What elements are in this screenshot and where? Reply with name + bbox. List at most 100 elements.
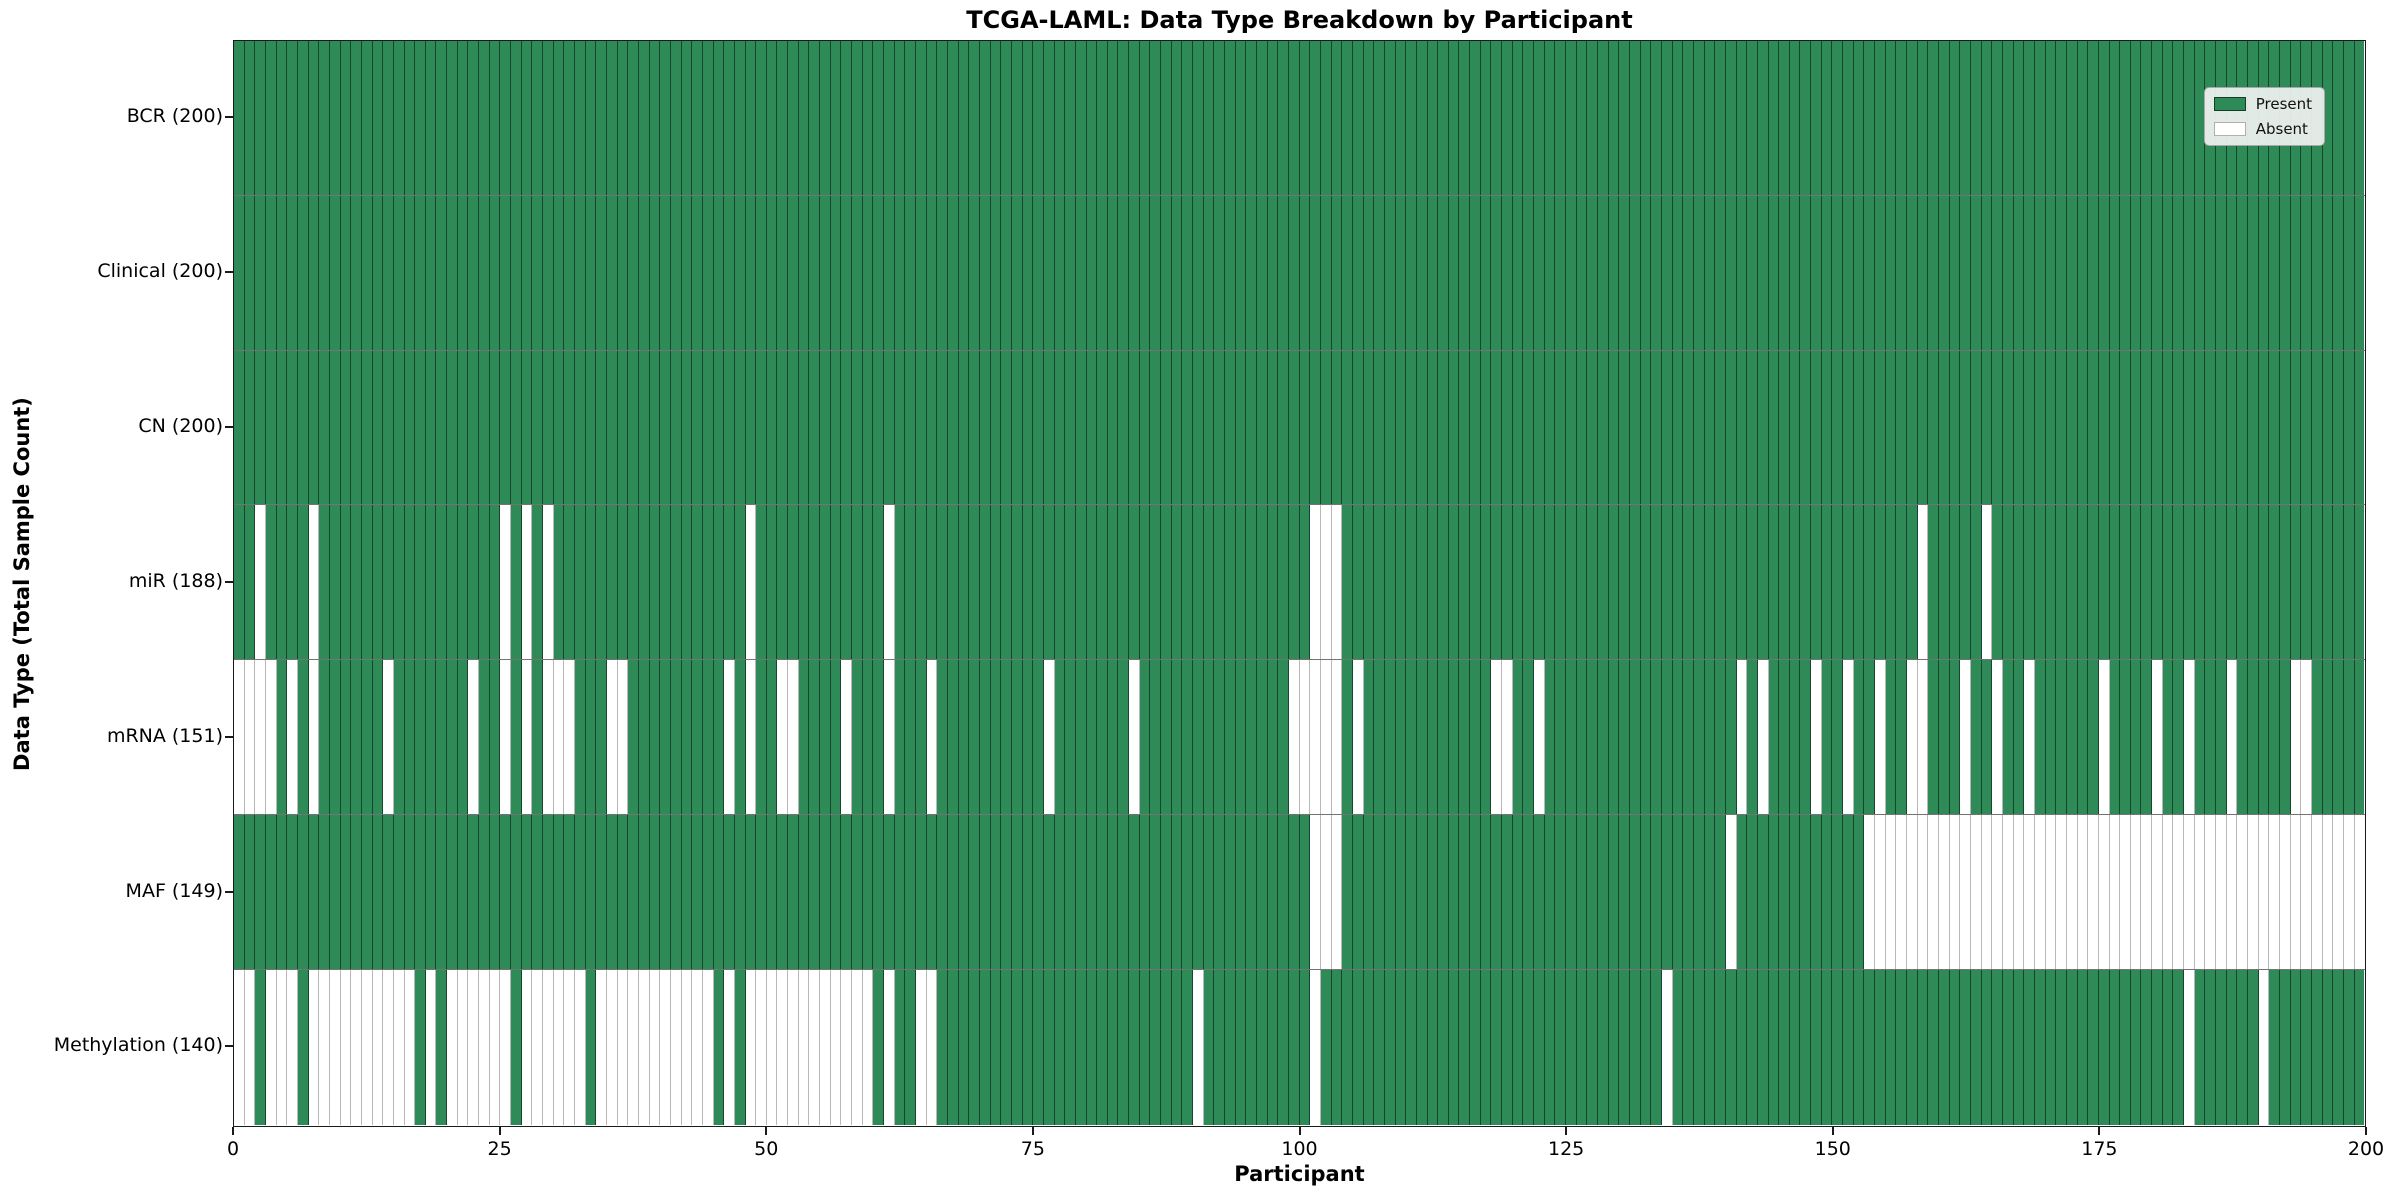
heatmap-cell — [2184, 41, 2195, 195]
heatmap-cell — [1928, 195, 1939, 350]
heatmap-cell — [1342, 350, 1353, 505]
heatmap-cell — [926, 41, 938, 195]
heatmap-cell — [958, 815, 970, 969]
heatmap-cell — [1459, 815, 1471, 969]
heatmap-cell — [372, 195, 384, 350]
heatmap-cell — [1267, 505, 1279, 660]
heatmap-cell — [1789, 41, 1801, 195]
heatmap-cell — [1832, 815, 1844, 969]
heatmap-cell — [2141, 41, 2153, 195]
heatmap-cell — [937, 505, 948, 660]
heatmap-cell — [628, 505, 639, 660]
heatmap-cell — [1640, 815, 1652, 969]
heatmap-cell — [990, 195, 1002, 350]
heatmap-cell — [852, 41, 863, 195]
heatmap-cell — [1864, 660, 1876, 815]
heatmap-cell — [1011, 505, 1023, 660]
heatmap-cell — [436, 969, 448, 1125]
heatmap-cell — [1853, 660, 1865, 815]
heatmap-cell — [2343, 969, 2355, 1125]
chart-title: TCGA-LAML: Data Type Breakdown by Partic… — [966, 6, 1633, 34]
heatmap-cell — [1448, 350, 1460, 505]
heatmap-cell — [2311, 350, 2323, 505]
heatmap-cell — [2322, 969, 2334, 1125]
heatmap-cell — [2173, 350, 2185, 505]
heatmap-cell — [1225, 815, 1236, 969]
heatmap-cell — [862, 41, 874, 195]
heatmap-cell — [788, 195, 799, 350]
y-tick-mark — [225, 1045, 233, 1048]
heatmap-cell — [308, 195, 320, 350]
heatmap-cell — [2237, 350, 2249, 505]
heatmap-cell — [1161, 660, 1172, 815]
heatmap-cell — [1736, 41, 1748, 195]
heatmap-cell — [1502, 350, 1513, 505]
heatmap-cell — [383, 815, 394, 969]
heatmap-cell — [1800, 660, 1812, 815]
heatmap-cell — [1939, 41, 1950, 195]
heatmap-cell — [1757, 815, 1769, 969]
heatmap-cell — [1864, 350, 1876, 505]
heatmap-cell — [244, 350, 256, 505]
heatmap-cell — [873, 505, 885, 660]
heatmap-cell — [575, 969, 586, 1125]
heatmap-cell — [926, 195, 938, 350]
heatmap-cell — [383, 350, 394, 505]
heatmap-cell — [617, 41, 629, 195]
heatmap-cell — [234, 815, 245, 969]
heatmap-cell — [1288, 660, 1300, 815]
heatmap-cell — [958, 505, 970, 660]
heatmap-cell — [702, 815, 714, 969]
heatmap-cell — [1225, 660, 1236, 815]
heatmap-cell — [1608, 41, 1620, 195]
heatmap-row-Methylation — [234, 969, 2365, 1125]
heatmap-cell — [1757, 969, 1769, 1125]
heatmap-cell — [756, 195, 767, 350]
heatmap-cell — [841, 195, 853, 350]
heatmap-cell — [383, 505, 394, 660]
heatmap-cell — [1384, 969, 1396, 1125]
heatmap-cell — [788, 505, 799, 660]
heatmap-cell — [2248, 660, 2259, 815]
heatmap-cell — [1523, 505, 1535, 660]
heatmap-cell — [1427, 815, 1439, 969]
heatmap-cell — [724, 350, 735, 505]
heatmap-cell — [1235, 505, 1247, 660]
heatmap-cell — [1651, 660, 1662, 815]
heatmap-cell — [1725, 350, 1737, 505]
heatmap-cell — [1065, 350, 1076, 505]
heatmap-cell — [2024, 350, 2035, 505]
heatmap-cell — [1406, 660, 1417, 815]
heatmap-cell — [585, 195, 597, 350]
heatmap-cell — [521, 815, 533, 969]
heatmap-cell — [1811, 350, 1822, 505]
heatmap-cell — [702, 350, 714, 505]
heatmap-cell — [1171, 505, 1183, 660]
heatmap-cell — [1715, 660, 1726, 815]
heatmap-cell — [1363, 969, 1375, 1125]
heatmap-cell — [670, 41, 682, 195]
heatmap-cell — [1789, 815, 1801, 969]
heatmap-cell — [1875, 815, 1886, 969]
heatmap-cell — [1651, 969, 1662, 1125]
heatmap-cell — [862, 505, 874, 660]
heatmap-cell — [2034, 969, 2046, 1125]
heatmap-cell — [1853, 350, 1865, 505]
heatmap-cell — [1523, 350, 1535, 505]
heatmap-cell — [1352, 505, 1364, 660]
heatmap-cell — [979, 195, 991, 350]
heatmap-cell — [1928, 660, 1939, 815]
heatmap-cell — [340, 350, 352, 505]
heatmap-cell — [1246, 815, 1257, 969]
heatmap-cell — [479, 505, 490, 660]
heatmap-cell — [1054, 815, 1066, 969]
heatmap-cell — [287, 505, 298, 660]
heatmap-cell — [1299, 660, 1311, 815]
heatmap-cell — [1118, 815, 1130, 969]
heatmap-cell — [1736, 505, 1748, 660]
heatmap-cell — [2024, 815, 2035, 969]
heatmap-cell — [1661, 660, 1673, 815]
heatmap-cell — [777, 41, 789, 195]
heatmap-cell — [2162, 969, 2174, 1125]
heatmap-cell — [1757, 195, 1769, 350]
